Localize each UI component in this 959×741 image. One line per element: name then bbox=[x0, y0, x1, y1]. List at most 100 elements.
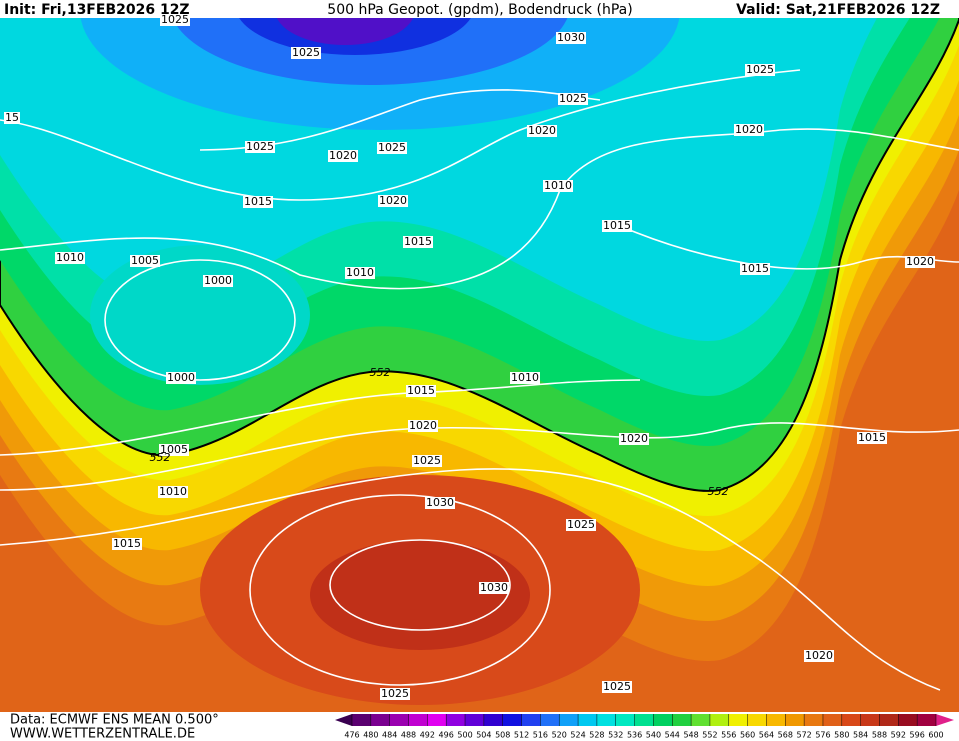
colorbar-box bbox=[578, 714, 597, 726]
label-bg bbox=[403, 236, 433, 248]
isobar-label: 1030 bbox=[557, 31, 585, 44]
label-bg bbox=[740, 263, 770, 275]
isobars bbox=[0, 69, 959, 691]
isobar-label: 1005 bbox=[160, 443, 188, 456]
contour-label: 552 bbox=[370, 366, 391, 379]
label-bg bbox=[159, 444, 189, 456]
label-bg bbox=[291, 47, 321, 59]
isobar-label: 1015 bbox=[603, 219, 631, 232]
colorbar-box bbox=[427, 714, 447, 726]
colorbar-arrow bbox=[335, 714, 352, 726]
colorbar-box bbox=[408, 714, 428, 726]
label-bg bbox=[510, 372, 540, 384]
colorbar-label: 592 bbox=[891, 731, 906, 740]
colorbar-label: 532 bbox=[608, 731, 623, 740]
label-bg bbox=[745, 64, 775, 76]
label-bg bbox=[158, 486, 188, 498]
isobar-label: 1020 bbox=[379, 194, 407, 207]
colorbar-box bbox=[822, 714, 842, 726]
label-bg bbox=[412, 455, 442, 467]
label-bg bbox=[166, 372, 196, 384]
colorbar-box bbox=[841, 714, 861, 726]
data-source: Data: ECMWF ENS MEAN 0.500° bbox=[10, 713, 219, 728]
colorbar-box bbox=[540, 714, 560, 726]
isobar-label: 1020 bbox=[528, 124, 556, 137]
map-title: 500 hPa Geopot. (gpdm), Bodendruck (hPa) bbox=[327, 2, 632, 18]
isobar-label: 1025 bbox=[292, 46, 320, 59]
isobar-label: 1015 bbox=[404, 235, 432, 248]
isobar-label: 1020 bbox=[805, 649, 833, 662]
colorbar-label: 548 bbox=[683, 731, 698, 740]
colorbar-box bbox=[653, 714, 673, 726]
isobar bbox=[104, 259, 296, 381]
isobar-label: 1010 bbox=[346, 266, 374, 279]
colorbar-box bbox=[785, 714, 805, 726]
colorbar-box bbox=[483, 714, 503, 726]
label-bg bbox=[479, 582, 509, 594]
isobar bbox=[249, 494, 551, 686]
isobar-label: 1025 bbox=[746, 63, 774, 76]
colorbar-box bbox=[709, 714, 729, 726]
colorbar-box bbox=[502, 714, 522, 726]
isobar-label: 1020 bbox=[906, 255, 934, 268]
label-bg bbox=[804, 650, 834, 662]
colorbar-box bbox=[615, 714, 635, 726]
colorbar-box bbox=[352, 714, 371, 726]
colorbar-box bbox=[879, 714, 899, 726]
colorbar-box bbox=[860, 714, 880, 726]
isobar bbox=[199, 89, 601, 151]
label-bg bbox=[543, 180, 573, 192]
isobar-label: 1020 bbox=[329, 149, 357, 162]
label-bg bbox=[857, 432, 887, 444]
label-bg bbox=[160, 14, 190, 26]
colorbar-box bbox=[370, 714, 390, 726]
label-bg bbox=[566, 519, 596, 531]
isobar-label: 1010 bbox=[511, 371, 539, 384]
valid-time: Valid: Sat,21FEB2026 12Z bbox=[736, 2, 940, 18]
isobar-label: 1000 bbox=[204, 274, 232, 287]
label-bg bbox=[203, 275, 233, 287]
colorbar-box bbox=[898, 714, 918, 726]
isobar-label: 1025 bbox=[567, 518, 595, 531]
colorbar-label: 552 bbox=[702, 731, 717, 740]
isobar bbox=[0, 69, 801, 201]
isobar-label: 1020 bbox=[409, 419, 437, 432]
colorbar-box bbox=[559, 714, 579, 726]
label-bg bbox=[380, 688, 410, 700]
colorbar-label: 600 bbox=[928, 731, 943, 740]
label-bg bbox=[243, 196, 273, 208]
isobar-label: 1030 bbox=[480, 581, 508, 594]
colorbar-label: 520 bbox=[552, 731, 567, 740]
isobar-label: 1005 bbox=[131, 254, 159, 267]
label-bg bbox=[406, 385, 436, 397]
colorbar-label: 544 bbox=[665, 731, 680, 740]
isobar-label: 1010 bbox=[159, 485, 187, 498]
colorbar-box bbox=[389, 714, 409, 726]
colorbar-box bbox=[691, 714, 710, 726]
colorbar-label: 564 bbox=[759, 731, 774, 740]
isobar-label: 1030 bbox=[426, 496, 454, 509]
colorbar-label: 576 bbox=[815, 731, 830, 740]
colorbar-label: 496 bbox=[439, 731, 454, 740]
colorbar-box bbox=[596, 714, 616, 726]
isobar-label: 1015 bbox=[858, 431, 886, 444]
isobar-label: 1015 bbox=[113, 537, 141, 550]
colorbar-label: 512 bbox=[514, 731, 529, 740]
contour-label: 552 bbox=[708, 485, 729, 498]
label-bg bbox=[558, 93, 588, 105]
high-core bbox=[310, 540, 530, 650]
colorbar-label: 528 bbox=[589, 731, 604, 740]
colorbar-label: 500 bbox=[457, 731, 472, 740]
label-bg bbox=[4, 112, 20, 124]
colorbar-box bbox=[747, 714, 767, 726]
colorbar-label: 588 bbox=[872, 731, 887, 740]
colorbar-label: 480 bbox=[363, 731, 378, 740]
label-bg bbox=[245, 141, 275, 153]
colorbar-label: 476 bbox=[344, 731, 359, 740]
colorbar-box bbox=[446, 714, 466, 726]
isobar-label: 1020 bbox=[735, 123, 763, 136]
label-bg bbox=[527, 125, 557, 137]
isobar-label: 1015 bbox=[244, 195, 272, 208]
isobar-label: 1015 bbox=[741, 262, 769, 275]
